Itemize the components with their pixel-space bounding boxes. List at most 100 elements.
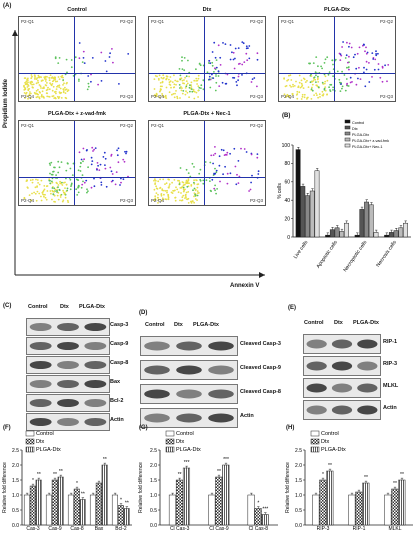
flow-event: [193, 97, 196, 100]
flow-event: [74, 56, 77, 58]
bar: [208, 494, 216, 526]
flow-event: [31, 75, 33, 78]
flow-event: [35, 90, 38, 92]
flow-event: [354, 53, 356, 56]
flow-event: [77, 191, 80, 194]
flow-event: [100, 184, 103, 186]
flow-event: [54, 78, 57, 81]
flow-event: [189, 175, 192, 178]
flow-event: [154, 94, 156, 96]
flow-event: [235, 81, 238, 83]
flow-event: [179, 74, 182, 77]
flow-event: [45, 89, 48, 92]
flow-event: [70, 66, 73, 69]
flow-event: [191, 200, 194, 202]
blot-band: [57, 418, 79, 426]
flow-event: [87, 166, 89, 169]
flow-event: [60, 75, 63, 78]
flow-event: [365, 60, 368, 63]
flow-event: [301, 95, 304, 98]
flow-event: [346, 41, 348, 44]
flow-event: [213, 71, 215, 73]
flow-event: [202, 179, 205, 182]
flow-event: [186, 181, 189, 184]
flow-event: [218, 85, 221, 87]
flow-event: [384, 64, 386, 67]
blot-band: [357, 339, 378, 349]
flow-event: [192, 189, 194, 192]
flow-event: [37, 81, 40, 84]
bar: [384, 494, 392, 526]
flow-event: [23, 77, 26, 79]
bar: [95, 482, 102, 526]
flow-event: [232, 58, 235, 61]
flow-event: [58, 57, 61, 59]
flow-event: [27, 97, 29, 100]
flow-event: [196, 194, 199, 197]
bar: [67, 494, 74, 526]
flow-event: [26, 179, 28, 182]
flow-event: [316, 94, 318, 96]
flow-event: [346, 82, 348, 85]
bar: [312, 494, 320, 526]
flow-event: [40, 179, 43, 182]
flow-event: [211, 51, 214, 53]
flow-event: [157, 198, 160, 201]
flow-event: [253, 77, 256, 79]
flow-event: [163, 96, 165, 98]
bar: [35, 479, 42, 526]
flow-event: [155, 192, 158, 194]
flow-event: [313, 94, 315, 96]
legend-label: Control: [321, 431, 339, 437]
blot-band: [306, 339, 327, 349]
flow-event: [243, 61, 246, 63]
flow-event: [55, 174, 57, 176]
x-tick-label: Apoptotic cells: [315, 239, 339, 269]
flow-event: [283, 93, 286, 96]
flow-event: [368, 62, 370, 64]
flow-event: [59, 196, 62, 198]
flow-event: [171, 181, 173, 184]
flow-event: [179, 187, 182, 189]
flow-event: [373, 68, 376, 71]
flow-event: [285, 95, 287, 98]
flow-event: [63, 82, 65, 85]
flow-event: [86, 188, 88, 191]
significance-mark: **: [393, 481, 397, 487]
flow-event: [180, 86, 182, 88]
flow-event: [352, 56, 355, 59]
flow-event: [51, 198, 53, 201]
blot-band: [176, 389, 202, 399]
flow-event: [82, 50, 85, 53]
flow-event: [65, 58, 68, 61]
flow-event: [237, 79, 239, 82]
flow-event: [81, 183, 84, 186]
flow-event: [97, 83, 99, 86]
quadrant-label: P2-Q1: [151, 19, 165, 24]
flow-event: [381, 66, 384, 69]
flow-event: [27, 89, 30, 92]
flow-event: [167, 195, 170, 197]
bar: [305, 195, 310, 238]
flow-event: [30, 199, 32, 201]
flow-event: [70, 185, 72, 187]
flow-event: [291, 92, 294, 95]
flow-event: [232, 51, 235, 54]
flow-event: [49, 164, 52, 166]
panel-label-b: (B): [282, 113, 291, 119]
flow-event: [315, 74, 317, 77]
blot-band: [176, 365, 202, 375]
legend-swatch: [25, 446, 35, 453]
flow-event: [297, 86, 300, 89]
flow-event: [316, 78, 319, 81]
blot-band: [57, 399, 79, 407]
flow-event: [176, 80, 179, 83]
flow-event: [161, 197, 164, 200]
blot-band: [84, 361, 107, 369]
bar: [326, 470, 334, 526]
flow-event: [196, 83, 198, 85]
flow-event: [186, 82, 189, 85]
flow-event: [288, 74, 290, 77]
flow-event: [195, 91, 198, 94]
flow-event: [65, 82, 68, 85]
